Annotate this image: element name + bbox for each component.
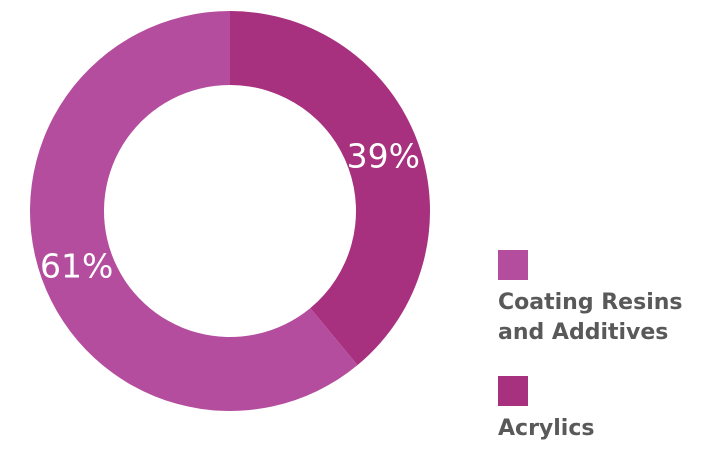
legend-item-acrylics: Acrylics bbox=[498, 376, 708, 444]
slice-acrylics bbox=[230, 11, 430, 365]
legend-item-coating-resins: Coating Resins and Additives bbox=[498, 250, 708, 348]
slice-label-acrylics: 39% bbox=[347, 136, 420, 175]
legend-label-coating-resins: Coating Resins and Additives bbox=[498, 288, 708, 348]
chart-legend: Coating Resins and Additives Acrylics bbox=[498, 250, 708, 472]
slice-label-coating-resins-and-additives: 61% bbox=[40, 247, 113, 286]
legend-swatch-acrylics bbox=[498, 376, 528, 406]
donut-slices bbox=[30, 11, 430, 411]
legend-swatch-coating-resins bbox=[498, 250, 528, 280]
